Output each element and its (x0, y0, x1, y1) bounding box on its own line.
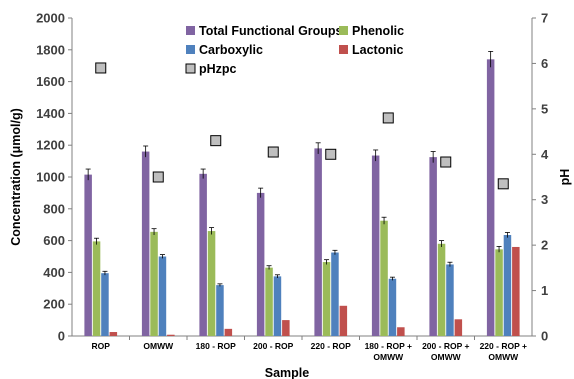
bar (150, 231, 158, 336)
y-tick-label: 400 (43, 265, 65, 280)
y-tick-label: 1400 (36, 106, 65, 121)
bar (446, 264, 454, 336)
y-tick-label: 1800 (36, 42, 65, 57)
y-tick-label: 1000 (36, 170, 65, 185)
bar (141, 151, 150, 336)
y2-tick-label: 3 (541, 192, 548, 207)
x-tick-label: 180 - ROP (196, 341, 236, 351)
bar (101, 273, 109, 336)
y2-tick-label: 7 (541, 11, 548, 26)
bar (371, 155, 380, 336)
x-tick-label-line: 180 - ROP + (365, 341, 412, 351)
bar (339, 305, 348, 336)
bar (216, 285, 224, 336)
bar (322, 262, 331, 336)
bar (503, 235, 512, 336)
bar (109, 332, 118, 336)
legend-swatch (186, 45, 195, 54)
x-tick-label: 200 - ROP (253, 341, 293, 351)
bar (158, 256, 167, 336)
x-tick-label-line: 220 - ROP (311, 341, 351, 351)
y-tick-label: 2000 (36, 11, 65, 26)
y2-tick-label: 0 (541, 329, 548, 344)
x-tick-label-line: 200 - ROP + (422, 341, 469, 351)
legend-label: Total Functional Groups (199, 24, 343, 38)
legend: Total Functional Groups Phenolic Carboxyli… (185, 24, 404, 76)
legend-label: Lactonic (352, 43, 403, 57)
y-tick-label: 1600 (36, 74, 65, 89)
x-axis-title: Sample (265, 366, 310, 379)
bar (314, 148, 322, 336)
legend-swatch (339, 26, 348, 35)
x-tick-label-line: OMWW (373, 352, 404, 362)
bar (84, 174, 92, 336)
phzpc-marker (440, 156, 452, 168)
x-tick-label: OMWW (143, 341, 174, 351)
bar (167, 334, 175, 336)
bar (486, 59, 495, 337)
x-tick-label: 180 - ROP + OMWW (365, 341, 412, 362)
bar (512, 246, 520, 336)
x-tick-label-line: OMWW (431, 352, 462, 362)
phzpc-marker (325, 148, 337, 160)
bar (454, 319, 463, 336)
bar (282, 320, 290, 336)
x-tick-label: 200 - ROP + OMWW (422, 341, 469, 362)
bar (380, 220, 388, 336)
y-tick-label: 0 (58, 329, 65, 344)
bar (495, 249, 503, 336)
y2-tick-label: 6 (541, 56, 548, 71)
bar (397, 327, 405, 336)
bar (92, 241, 101, 336)
bar (207, 231, 216, 336)
legend-label: pHzpc (199, 62, 237, 76)
phzpc-marker (152, 171, 164, 183)
y-tick-label: 1200 (36, 138, 65, 153)
legend-swatch (186, 26, 195, 35)
x-tick-label: 220 - ROP (311, 341, 351, 351)
bar (331, 252, 339, 336)
bar (265, 267, 273, 336)
x-tick-label-line: OMWW (143, 341, 174, 351)
y2-tick-label: 1 (541, 283, 548, 298)
phzpc-marker (210, 135, 222, 147)
y-tick-label: 200 (43, 297, 65, 312)
x-tick-label-line: 180 - ROP (196, 341, 236, 351)
y2-tick-label: 5 (541, 101, 548, 116)
phzpc-marker (382, 112, 394, 124)
legend-label: Carboxylic (199, 43, 263, 57)
legend-swatch (339, 45, 348, 54)
y-axis-title: Concentration (μmol/g) (9, 108, 23, 246)
y2-tick-label: 4 (541, 147, 549, 162)
x-tick-label: 220 - ROP + OMWW (480, 341, 527, 362)
x-tick-label-line: 220 - ROP + (480, 341, 527, 351)
bar (429, 157, 437, 336)
bar (199, 173, 207, 336)
bar (437, 243, 446, 336)
bar (388, 278, 397, 336)
bar (224, 328, 233, 336)
bar (273, 276, 282, 336)
y-tick-label: 800 (43, 201, 65, 216)
x-tick-label-line: 200 - ROP (253, 341, 293, 351)
y-tick-label: 600 (43, 233, 65, 248)
phzpc-marker (95, 62, 107, 74)
x-tick-label-line: OMWW (488, 352, 519, 362)
plot-area: 0 200 400 600 800 1000 1200 1400 1600 1800 2000 0 1 2… (36, 11, 549, 363)
legend-swatch-phzpc (185, 63, 196, 74)
y2-tick-label: 2 (541, 238, 548, 253)
legend-label: Phenolic (352, 24, 404, 38)
phzpc-marker (267, 146, 279, 158)
x-tick-label-line: ROP (92, 341, 111, 351)
bar (256, 192, 265, 336)
phzpc-marker (497, 178, 509, 190)
y2-axis-title: pH (558, 169, 572, 186)
x-tick-label: ROP (92, 341, 111, 351)
